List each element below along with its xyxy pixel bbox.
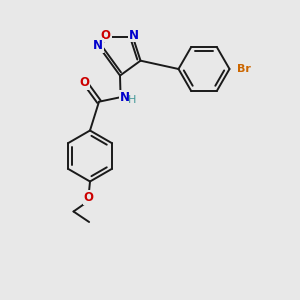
Text: H: H bbox=[128, 94, 136, 105]
Text: O: O bbox=[83, 190, 94, 204]
Text: O: O bbox=[79, 76, 89, 89]
Text: N: N bbox=[129, 28, 139, 41]
Text: N: N bbox=[93, 39, 103, 52]
Text: Br: Br bbox=[237, 64, 251, 74]
Text: O: O bbox=[101, 28, 111, 41]
Text: N: N bbox=[120, 91, 130, 104]
